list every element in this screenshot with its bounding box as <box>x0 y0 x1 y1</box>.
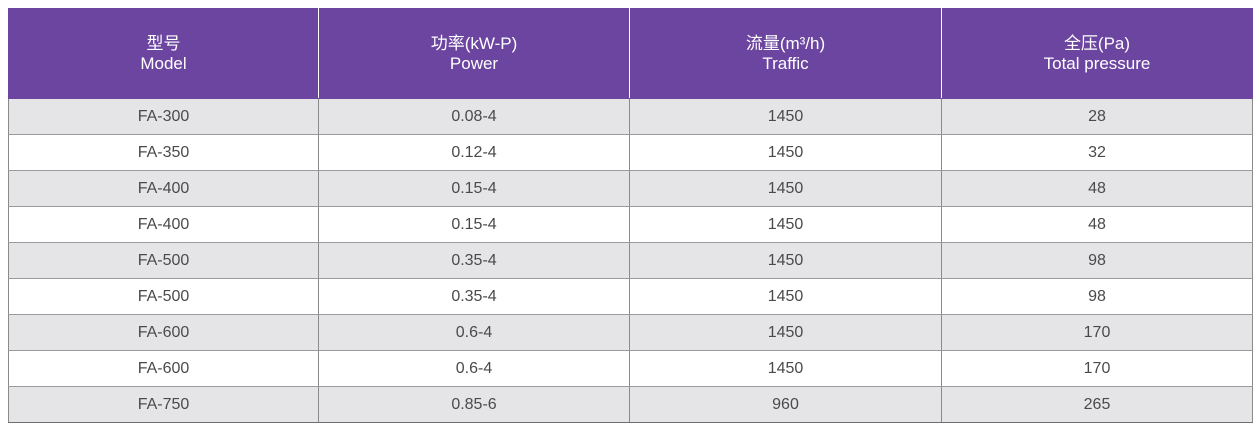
header-traffic-cn: 流量(m³/h) <box>745 33 826 53</box>
cell-traffic: 1450 <box>629 98 942 135</box>
header-traffic: 流量(m³/h) Traffic <box>629 8 942 99</box>
table-row: FA-400 0.15-4 1450 48 <box>8 206 1253 243</box>
cell-total-pressure: 98 <box>941 242 1253 279</box>
table-row: FA-750 0.85-6 960 265 <box>8 386 1253 423</box>
cell-traffic: 1450 <box>629 134 942 171</box>
cell-total-pressure: 28 <box>941 98 1253 135</box>
header-model-en: Model <box>140 53 187 73</box>
table-row: FA-400 0.15-4 1450 48 <box>8 170 1253 207</box>
header-total-pressure-cn: 全压(Pa) <box>1063 33 1131 53</box>
cell-model: FA-350 <box>8 134 319 171</box>
header-power-cn: 功率(kW-P) <box>430 33 518 53</box>
cell-model: FA-500 <box>8 278 319 315</box>
header-traffic-en: Traffic <box>762 53 809 73</box>
table-header-row: 型号 Model 功率(kW-P) Power 流量(m³/h) Traffic… <box>8 8 1253 99</box>
cell-traffic: 1450 <box>629 314 942 351</box>
fan-spec-table: 型号 Model 功率(kW-P) Power 流量(m³/h) Traffic… <box>8 8 1253 423</box>
cell-model: FA-400 <box>8 206 319 243</box>
header-model: 型号 Model <box>8 8 319 99</box>
cell-traffic: 1450 <box>629 170 942 207</box>
cell-model: FA-750 <box>8 386 319 423</box>
cell-traffic: 1450 <box>629 350 942 387</box>
cell-model: FA-500 <box>8 242 319 279</box>
cell-total-pressure: 170 <box>941 314 1253 351</box>
header-total-pressure-en: Total pressure <box>1043 53 1151 73</box>
header-model-cn: 型号 <box>146 33 181 53</box>
cell-model: FA-600 <box>8 350 319 387</box>
cell-power: 0.35-4 <box>318 242 630 279</box>
cell-power: 0.6-4 <box>318 350 630 387</box>
cell-traffic: 1450 <box>629 206 942 243</box>
cell-power: 0.85-6 <box>318 386 630 423</box>
header-power-en: Power <box>449 53 499 73</box>
cell-power: 0.15-4 <box>318 170 630 207</box>
cell-power: 0.15-4 <box>318 206 630 243</box>
header-power: 功率(kW-P) Power <box>318 8 630 99</box>
cell-model: FA-600 <box>8 314 319 351</box>
cell-total-pressure: 48 <box>941 206 1253 243</box>
cell-power: 0.08-4 <box>318 98 630 135</box>
cell-total-pressure: 48 <box>941 170 1253 207</box>
header-total-pressure: 全压(Pa) Total pressure <box>941 8 1253 99</box>
table-row: FA-500 0.35-4 1450 98 <box>8 278 1253 315</box>
cell-traffic: 1450 <box>629 242 942 279</box>
cell-power: 0.12-4 <box>318 134 630 171</box>
cell-traffic: 960 <box>629 386 942 423</box>
cell-total-pressure: 265 <box>941 386 1253 423</box>
cell-total-pressure: 98 <box>941 278 1253 315</box>
table-row: FA-300 0.08-4 1450 28 <box>8 98 1253 135</box>
table-row: FA-600 0.6-4 1450 170 <box>8 314 1253 351</box>
spec-table-container: 型号 Model 功率(kW-P) Power 流量(m³/h) Traffic… <box>8 8 1253 423</box>
cell-total-pressure: 32 <box>941 134 1253 171</box>
table-row: FA-500 0.35-4 1450 98 <box>8 242 1253 279</box>
cell-power: 0.6-4 <box>318 314 630 351</box>
cell-model: FA-400 <box>8 170 319 207</box>
table-row: FA-350 0.12-4 1450 32 <box>8 134 1253 171</box>
table-row: FA-600 0.6-4 1450 170 <box>8 350 1253 387</box>
cell-model: FA-300 <box>8 98 319 135</box>
cell-total-pressure: 170 <box>941 350 1253 387</box>
cell-power: 0.35-4 <box>318 278 630 315</box>
cell-traffic: 1450 <box>629 278 942 315</box>
